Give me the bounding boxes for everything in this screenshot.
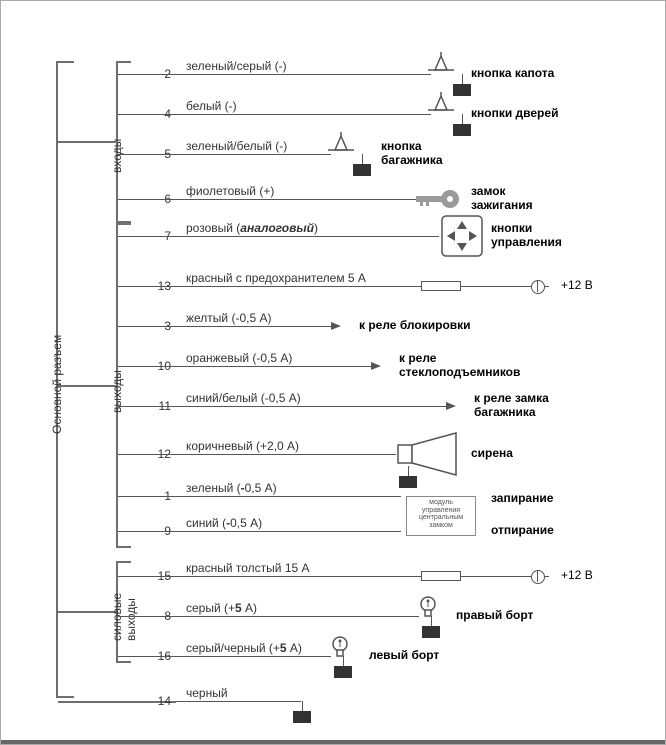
switch-icon: [425, 92, 457, 120]
dest-label-pin-11: к реле замкабагажника: [474, 391, 549, 419]
wire-label-pin-7: розовый (аналоговый): [186, 221, 318, 235]
wire-pin-2: [176, 74, 431, 75]
wire-pin-9: [176, 531, 401, 532]
pin-number-14: 14: [149, 694, 171, 708]
dest-label-pin-9: отпирание: [491, 523, 554, 537]
wire-label-pin-2: зеленый/серый (-): [186, 59, 287, 73]
wire-label-pin-6: фиолетовый (+): [186, 184, 274, 198]
wire-pin-15: [176, 576, 549, 577]
wire-label-pin-3: желтый (-0,5 А): [186, 311, 271, 325]
arrow-icon: [331, 322, 341, 330]
wire-label-pin-16: серый/черный (+5 А): [186, 641, 302, 655]
wire-pin-8: [176, 616, 419, 617]
arrow-icon: [371, 362, 381, 370]
wire-pin-13: [176, 286, 549, 287]
ground-icon: [422, 626, 440, 638]
wire-label-pin-15: красный толстый 15 А: [186, 561, 310, 575]
wire-label-pin-11: синий/белый (-0,5 А): [186, 391, 301, 405]
key-icon: [414, 186, 462, 212]
fuse-icon: [421, 281, 461, 291]
dest-label-pin-10: к релестеклоподъемников: [399, 351, 520, 379]
wire-pin-1: [176, 496, 401, 497]
arrow-icon: [446, 402, 456, 410]
wire-pin-12: [176, 454, 396, 455]
wire-label-pin-13: красный с предохранителем 5 А: [186, 271, 366, 285]
supply-ring-icon: [531, 280, 545, 294]
dest-label-pin-12: сирена: [471, 446, 513, 460]
dest-label-pin-4: кнопки дверей: [471, 106, 558, 120]
dest-label-pin-13: +12 В: [561, 278, 593, 292]
wire-pin-6: [176, 199, 416, 200]
supply-ring-icon: [531, 570, 545, 584]
dest-label-pin-6: замокзажигания: [471, 184, 533, 212]
dest-label-pin-8: правый борт: [456, 608, 533, 622]
wire-pin-5: [176, 154, 331, 155]
dpad-icon: [441, 215, 483, 257]
switch-icon: [325, 132, 357, 160]
wire-label-pin-10: оранжевый (-0,5 А): [186, 351, 292, 365]
dest-label-pin-3: к реле блокировки: [359, 318, 471, 332]
dest-label-pin-5: кнопкабагажника: [381, 139, 443, 167]
wire-pin-10: [176, 366, 371, 367]
wire-pin-16: [176, 656, 331, 657]
wire-pin-11: [176, 406, 446, 407]
wire-label-pin-8: серый (+5 А): [186, 601, 257, 615]
ground-icon: [293, 711, 311, 723]
dest-label-pin-16: левый борт: [369, 648, 439, 662]
bulb-icon: [419, 596, 437, 618]
ground-icon: [453, 124, 471, 136]
wire-pin-4: [176, 114, 431, 115]
ground-icon: [399, 476, 417, 488]
ground-icon: [334, 666, 352, 678]
dest-label-pin-7: кнопкиуправления: [491, 221, 562, 249]
dest-label-pin-1: запирание: [491, 491, 553, 505]
ground-icon: [353, 164, 371, 176]
bulb-icon: [331, 636, 349, 658]
wire-pin-14: [176, 701, 301, 702]
wire-label-pin-1: зеленый (-0,5 А): [186, 481, 277, 495]
wire-label-pin-12: коричневый (+2,0 А): [186, 439, 299, 453]
wire-label-pin-4: белый (-): [186, 99, 237, 113]
switch-icon: [425, 52, 457, 80]
dest-label-pin-15: +12 В: [561, 568, 593, 582]
wire-pin-7: [176, 236, 439, 237]
speaker-icon: [396, 431, 466, 477]
central-lock-module: модульуправленияцентральнымзамком: [406, 496, 476, 536]
wire-label-pin-5: зеленый/белый (-): [186, 139, 287, 153]
fuse-icon: [421, 571, 461, 581]
wire-label-pin-14: черный: [186, 686, 228, 700]
group-label-inputs: входы: [110, 139, 124, 173]
wire-pin-3: [176, 326, 331, 327]
wire-label-pin-9: синий (-0,5 А): [186, 516, 262, 530]
dest-label-pin-2: кнопка капота: [471, 66, 554, 80]
